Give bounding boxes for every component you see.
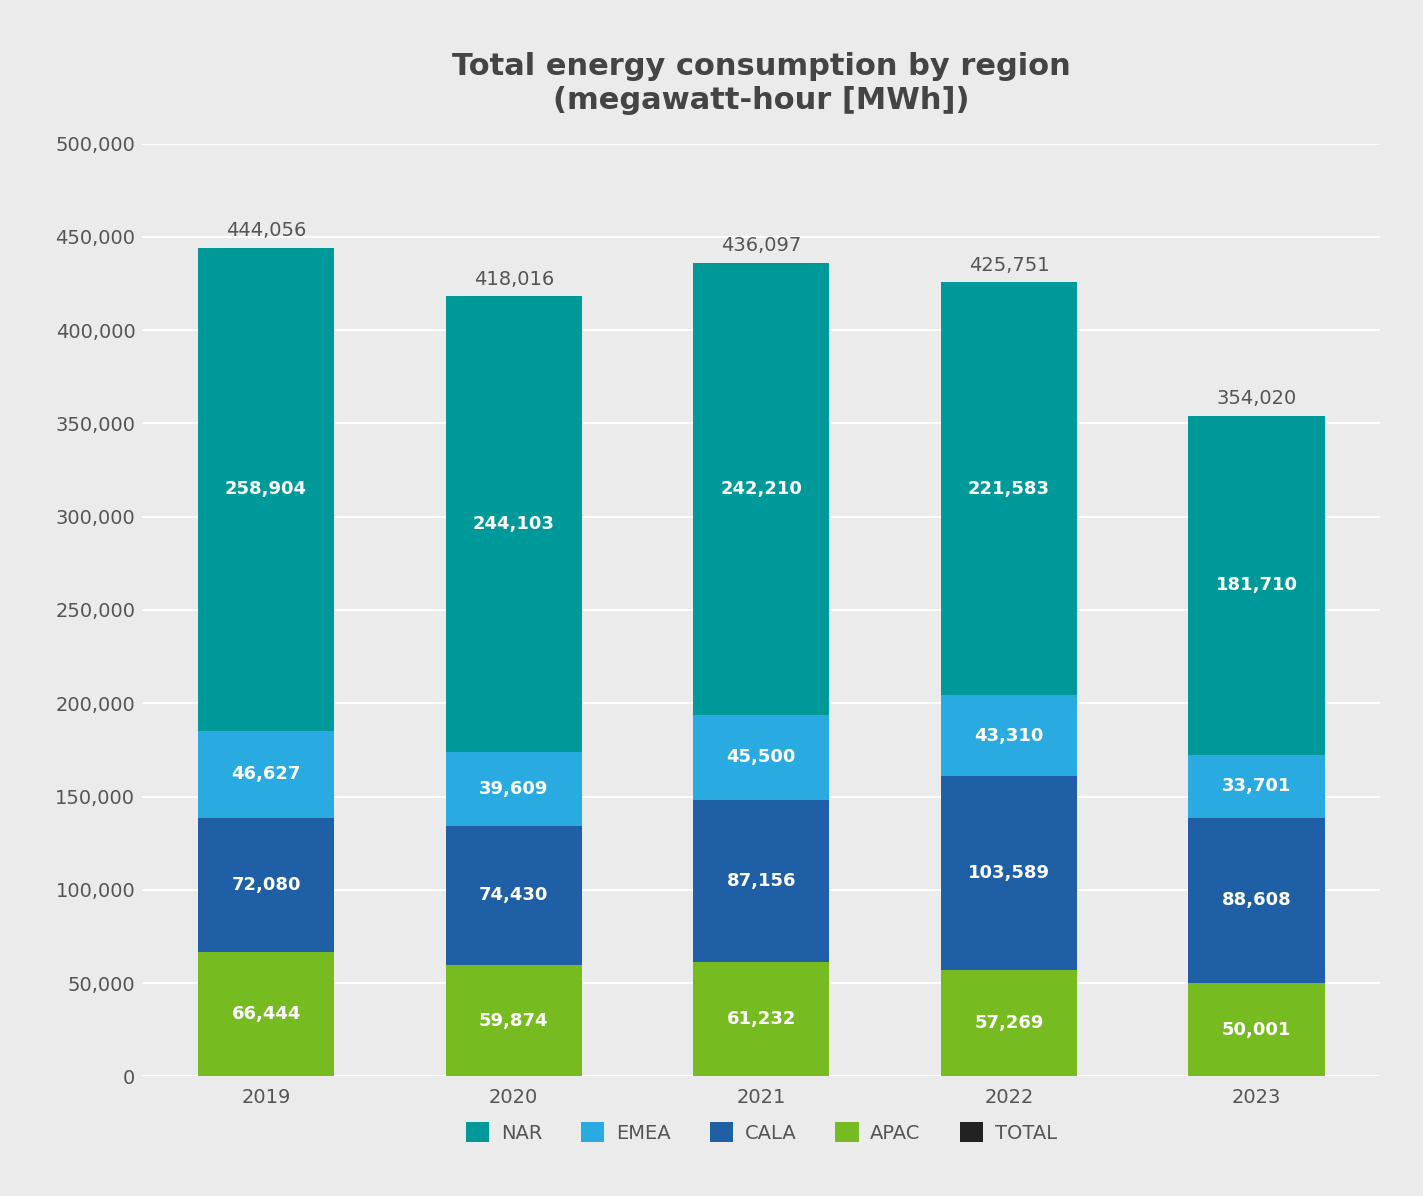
Text: 57,269: 57,269 xyxy=(975,1014,1043,1032)
Text: 242,210: 242,210 xyxy=(720,480,803,498)
Text: 436,097: 436,097 xyxy=(721,237,801,255)
Text: 181,710: 181,710 xyxy=(1215,576,1298,594)
Bar xyxy=(198,731,334,818)
Text: 221,583: 221,583 xyxy=(968,480,1050,498)
Text: 88,608: 88,608 xyxy=(1221,891,1292,909)
Bar xyxy=(1188,983,1325,1076)
Bar xyxy=(693,962,830,1076)
Bar xyxy=(445,965,582,1076)
Text: 444,056: 444,056 xyxy=(226,221,306,240)
Bar xyxy=(198,248,334,731)
Bar xyxy=(198,818,334,952)
Text: 354,020: 354,020 xyxy=(1217,390,1296,408)
Bar xyxy=(198,952,334,1076)
Text: 61,232: 61,232 xyxy=(727,1011,795,1029)
Bar xyxy=(445,297,582,752)
Text: 66,444: 66,444 xyxy=(232,1006,300,1024)
Text: 46,627: 46,627 xyxy=(232,765,300,783)
Text: 418,016: 418,016 xyxy=(474,270,554,289)
Bar xyxy=(941,695,1077,776)
Text: 103,589: 103,589 xyxy=(968,864,1050,881)
Text: 39,609: 39,609 xyxy=(480,780,548,798)
Text: 33,701: 33,701 xyxy=(1222,777,1291,795)
Bar xyxy=(941,282,1077,695)
Bar xyxy=(693,800,830,962)
Legend: NAR, EMEA, CALA, APAC, TOTAL: NAR, EMEA, CALA, APAC, TOTAL xyxy=(458,1115,1064,1151)
Bar xyxy=(693,715,830,800)
Text: 87,156: 87,156 xyxy=(727,872,795,890)
Text: 45,500: 45,500 xyxy=(727,748,795,767)
Text: 425,751: 425,751 xyxy=(969,256,1049,275)
Bar xyxy=(1188,755,1325,818)
Text: 244,103: 244,103 xyxy=(472,515,555,533)
Bar xyxy=(1188,416,1325,755)
Bar xyxy=(693,263,830,715)
Text: 74,430: 74,430 xyxy=(480,886,548,904)
Text: 43,310: 43,310 xyxy=(975,727,1043,745)
Text: 72,080: 72,080 xyxy=(232,877,300,895)
Bar xyxy=(445,752,582,825)
Bar xyxy=(445,825,582,965)
Title: Total energy consumption by region
(megawatt-hour [MWh]): Total energy consumption by region (mega… xyxy=(453,53,1070,115)
Text: 50,001: 50,001 xyxy=(1222,1020,1291,1039)
Text: 59,874: 59,874 xyxy=(480,1012,548,1030)
Bar xyxy=(941,776,1077,970)
Bar xyxy=(941,970,1077,1076)
Bar xyxy=(1188,818,1325,983)
Text: 258,904: 258,904 xyxy=(225,481,307,499)
